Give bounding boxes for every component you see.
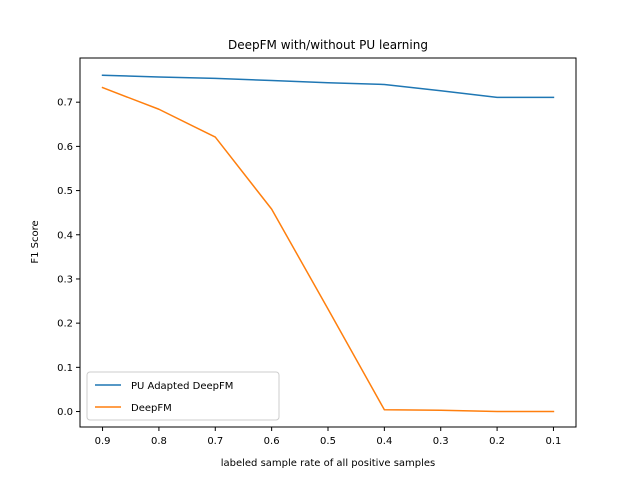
series-lines xyxy=(101,74,555,413)
y-tick-label: 0.6 xyxy=(57,142,73,153)
x-tick-label: 0.3 xyxy=(433,436,449,447)
y-tick-label: 0.1 xyxy=(57,363,73,374)
x-axis-ticks: 0.9 0.8 0.7 0.6 0.5 0.4 0.3 0.2 0.1 xyxy=(95,427,562,447)
legend-label-deepfm: DeepFM xyxy=(131,403,172,414)
x-tick-label: 0.9 xyxy=(95,436,111,447)
series-line-deepfm xyxy=(101,86,555,413)
y-axis-label: F1 Score xyxy=(30,220,41,263)
chart-title: DeepFM with/without PU learning xyxy=(228,38,428,52)
y-tick-label: 0.2 xyxy=(57,319,73,330)
legend: PU Adapted DeepFM DeepFM xyxy=(86,371,280,421)
legend-box xyxy=(86,371,280,421)
x-tick-label: 0.5 xyxy=(320,436,336,447)
y-tick-label: 0.3 xyxy=(57,274,73,285)
x-tick-label: 0.6 xyxy=(264,436,280,447)
x-tick-label: 0.4 xyxy=(376,436,392,447)
x-tick-label: 0.7 xyxy=(207,436,223,447)
series-line-pu-adapted-deepfm xyxy=(101,74,555,99)
plot-area: 0.9 0.8 0.7 0.6 0.5 0.4 0.3 0.2 0.1 0.0 0.1 0.2 0.3… xyxy=(57,57,577,447)
y-axis-ticks: 0.0 0.1 0.2 0.3 0.4 0.5 0.6 0.7 xyxy=(57,98,80,418)
y-tick-label: 0.0 xyxy=(57,407,73,418)
y-tick-label: 0.5 xyxy=(57,186,73,197)
y-tick-label: 0.4 xyxy=(57,230,73,241)
x-tick-label: 0.2 xyxy=(489,436,505,447)
x-tick-label: 0.1 xyxy=(546,436,562,447)
y-tick-label: 0.7 xyxy=(57,98,73,109)
legend-label-pu-adapted-deepfm: PU Adapted DeepFM xyxy=(131,381,233,392)
x-tick-label: 0.8 xyxy=(151,436,167,447)
x-axis-label: labeled sample rate of all positive samp… xyxy=(221,458,436,469)
